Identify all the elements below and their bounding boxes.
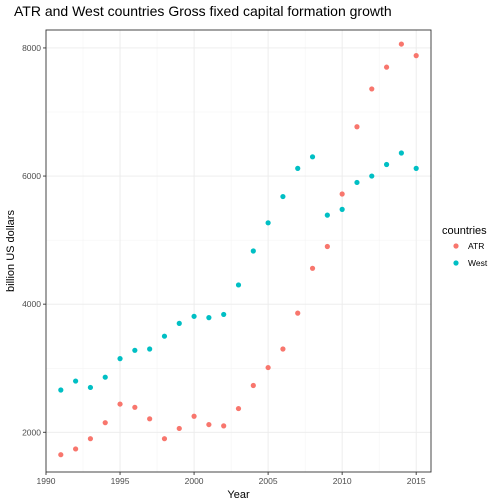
point-atr	[265, 364, 271, 371]
point-atr	[221, 423, 227, 429]
point-atr	[413, 53, 419, 59]
y-tick-label: 4000	[22, 299, 41, 309]
y-tick-label: 2000	[22, 427, 41, 437]
legend: countries ATR West	[442, 225, 488, 268]
point-west	[324, 212, 330, 218]
point-west	[102, 374, 108, 380]
point-atr	[235, 405, 242, 412]
x-tick-label: 2000	[185, 476, 204, 486]
point-atr	[161, 436, 168, 442]
point-atr	[87, 436, 94, 442]
point-atr	[73, 446, 79, 452]
point-west	[176, 320, 182, 326]
y-tick-label: 8000	[22, 43, 41, 53]
point-west	[339, 206, 345, 212]
point-west	[265, 220, 271, 226]
point-atr	[117, 401, 123, 407]
point-west	[383, 161, 390, 168]
point-west	[117, 356, 123, 362]
y-axis-title: billion US dollars	[5, 210, 17, 292]
plot-panel	[46, 30, 431, 472]
x-tick-label: 2015	[407, 476, 426, 486]
point-west	[398, 150, 404, 156]
point-west	[369, 173, 375, 179]
point-atr	[102, 420, 108, 426]
point-atr	[383, 64, 390, 70]
point-atr	[295, 310, 301, 316]
point-west	[295, 165, 301, 171]
point-west	[147, 346, 153, 352]
legend-key-west	[453, 260, 459, 266]
legend-label-west: West	[468, 258, 488, 268]
point-atr	[398, 41, 404, 47]
y-tick-label: 6000	[22, 171, 41, 181]
data-points	[58, 41, 419, 458]
plot-border	[45, 29, 432, 473]
chart-title: ATR and West countries Gross fixed capit…	[14, 3, 392, 19]
x-tick-label: 2010	[333, 476, 352, 486]
point-west	[309, 154, 316, 160]
x-tick-label: 1995	[111, 476, 130, 486]
point-west	[132, 347, 138, 353]
point-west	[354, 179, 360, 186]
point-west	[161, 333, 168, 339]
point-west	[280, 193, 286, 200]
point-west	[58, 387, 64, 393]
legend-label-atr: ATR	[468, 241, 484, 251]
grid-lines	[45, 30, 431, 472]
point-west	[87, 384, 94, 391]
point-atr	[250, 382, 256, 389]
point-atr	[58, 452, 64, 458]
point-west	[221, 311, 227, 318]
point-west	[413, 165, 419, 171]
x-tick-label: 1990	[37, 476, 56, 486]
point-atr	[191, 413, 197, 419]
legend-title: countries	[442, 225, 487, 237]
axis-ticks: 1990 1995 2000 2005 2010 2015 2000 4000 6000 8000	[22, 43, 426, 486]
point-atr	[324, 243, 330, 250]
point-west	[250, 248, 256, 254]
point-west	[235, 282, 242, 288]
point-atr	[369, 86, 375, 92]
point-west	[191, 313, 197, 319]
point-atr	[132, 404, 138, 410]
point-atr	[309, 265, 316, 271]
x-tick-label: 2005	[259, 476, 278, 486]
legend-key-atr	[453, 243, 459, 249]
point-atr	[176, 425, 182, 432]
x-axis-title: Year	[227, 489, 250, 501]
point-atr	[339, 191, 345, 197]
point-atr	[147, 416, 153, 422]
point-west	[206, 315, 212, 321]
point-atr	[280, 346, 286, 352]
point-atr	[206, 421, 212, 428]
point-atr	[354, 124, 360, 130]
point-west	[73, 378, 79, 384]
